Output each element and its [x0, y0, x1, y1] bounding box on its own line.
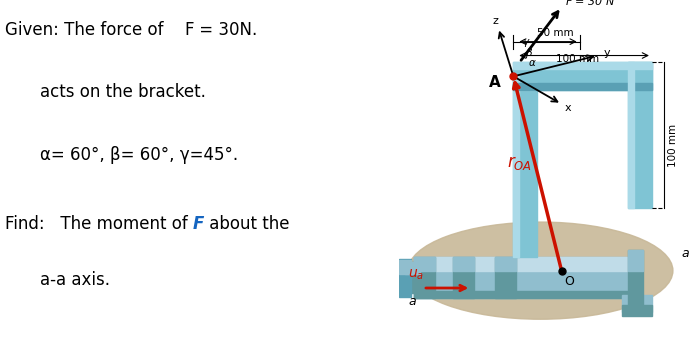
Bar — [414, 257, 631, 271]
Bar — [399, 260, 411, 274]
Text: F: F — [184, 21, 194, 39]
Text: about the: about the — [204, 215, 290, 233]
Bar — [414, 291, 631, 298]
Bar — [405, 262, 420, 274]
Bar — [622, 305, 652, 316]
Bar — [513, 62, 652, 69]
Text: a-a axis.: a-a axis. — [40, 271, 110, 289]
Text: acts on the bracket.: acts on the bracket. — [40, 83, 206, 101]
Text: A: A — [489, 75, 501, 90]
Text: 100 mm: 100 mm — [668, 124, 678, 167]
Bar — [628, 250, 643, 305]
Text: x: x — [564, 103, 571, 113]
Bar — [628, 250, 643, 271]
Text: O: O — [564, 274, 575, 288]
Text: a: a — [408, 295, 416, 308]
Bar — [496, 257, 517, 271]
Bar — [513, 83, 538, 90]
Bar — [628, 62, 652, 208]
Text: α= 60°, β= 60°, γ=45°.: α= 60°, β= 60°, γ=45°. — [40, 146, 238, 164]
Text: Find:   The moment of: Find: The moment of — [5, 215, 193, 233]
Text: Given: The force of: Given: The force of — [5, 21, 184, 39]
Ellipse shape — [408, 222, 673, 319]
Bar — [513, 83, 652, 90]
Bar — [414, 257, 631, 298]
Bar — [628, 62, 634, 208]
Bar — [414, 257, 435, 271]
Bar — [513, 76, 538, 257]
Text: F: F — [193, 215, 204, 233]
Bar — [513, 76, 519, 257]
Bar — [453, 257, 474, 298]
Bar — [622, 295, 652, 312]
Text: 50 mm: 50 mm — [538, 28, 574, 39]
Bar — [513, 62, 652, 90]
Text: $\beta$: $\beta$ — [526, 45, 533, 60]
Text: $F$ = 30 N: $F$ = 30 N — [564, 0, 615, 7]
Text: $\gamma$: $\gamma$ — [522, 37, 531, 49]
Text: a: a — [682, 247, 690, 260]
Text: $r_{OA}$: $r_{OA}$ — [508, 154, 533, 171]
Text: 100 mm: 100 mm — [556, 54, 598, 65]
Bar — [496, 257, 517, 298]
Text: z: z — [492, 16, 498, 26]
Text: y: y — [603, 48, 610, 58]
Bar — [405, 262, 420, 293]
Bar — [453, 257, 474, 271]
Bar — [414, 257, 435, 298]
Text: $\alpha$: $\alpha$ — [528, 58, 537, 68]
Bar — [399, 259, 411, 297]
Text: $u_a$: $u_a$ — [408, 268, 424, 282]
Text: = 30N.: = 30N. — [194, 21, 257, 39]
